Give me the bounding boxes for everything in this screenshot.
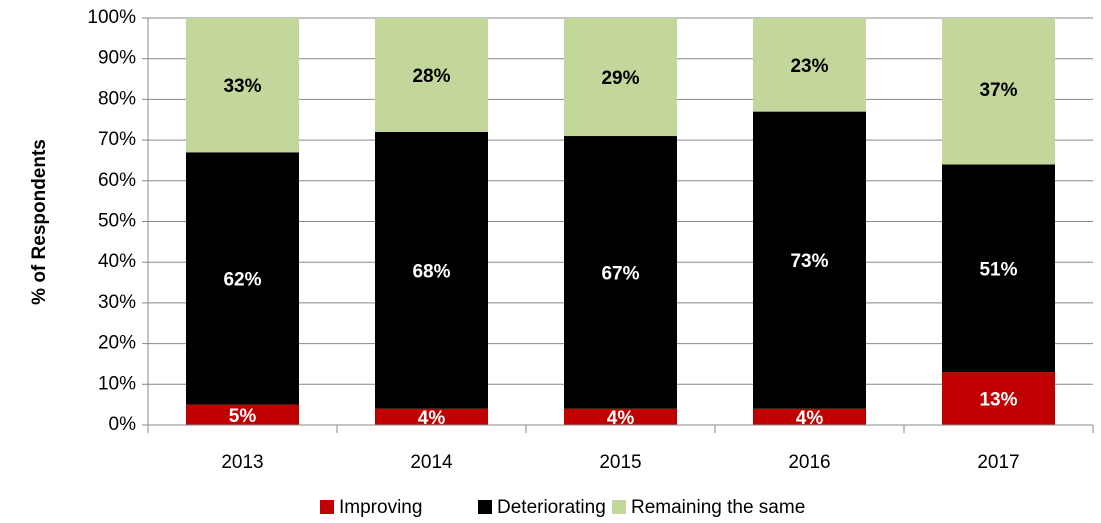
- bar-segment: [942, 164, 1055, 373]
- y-tick-label: 60%: [98, 170, 136, 191]
- data-label: 4%: [607, 408, 635, 429]
- x-tick-label: 2014: [410, 452, 453, 473]
- y-tick-label: 0%: [109, 414, 137, 435]
- y-tick-label: 50%: [98, 211, 136, 232]
- bar-segment: [942, 372, 1055, 425]
- data-label: 23%: [790, 56, 828, 77]
- y-axis-label: % of Respondents: [29, 139, 50, 305]
- data-label: 37%: [979, 80, 1017, 101]
- bar-segment: [375, 131, 488, 409]
- legend-label: Improving: [339, 497, 422, 518]
- legend-swatch: [612, 500, 626, 514]
- legend-swatch: [478, 500, 492, 514]
- y-tick-label: 20%: [98, 333, 136, 354]
- data-label: 73%: [790, 251, 828, 272]
- bars: [186, 18, 1055, 425]
- bar-segment: [375, 408, 488, 425]
- legend-label: Deteriorating: [497, 497, 606, 518]
- data-label: 51%: [979, 259, 1017, 280]
- bar-segment: [753, 408, 866, 425]
- bar-segment: [564, 18, 677, 137]
- x-tick-label: 2017: [977, 452, 1019, 473]
- x-tick-label: 2015: [599, 452, 641, 473]
- data-label: 68%: [412, 261, 450, 282]
- x-tick-label: 2016: [788, 452, 830, 473]
- data-label: 62%: [223, 269, 261, 290]
- data-label: 33%: [223, 76, 261, 97]
- y-tick-label: 30%: [98, 292, 136, 313]
- y-tick-label: 100%: [87, 7, 136, 28]
- bar-segment: [375, 18, 488, 132]
- bar-segment: [186, 18, 299, 153]
- data-label: 5%: [229, 406, 257, 427]
- data-label: 13%: [979, 390, 1017, 411]
- x-tick-label: 2013: [221, 452, 263, 473]
- bar-segment: [753, 18, 866, 112]
- y-tick-label: 40%: [98, 251, 136, 272]
- legend-swatch: [320, 500, 334, 514]
- y-tick-label: 80%: [98, 88, 136, 109]
- y-tick-label: 90%: [98, 48, 136, 69]
- data-label: 4%: [418, 408, 446, 429]
- bar-segment: [186, 404, 299, 425]
- legend-label: Remaining the same: [631, 497, 805, 518]
- bar-segment: [564, 136, 677, 409]
- data-label: 29%: [601, 68, 639, 89]
- data-label: 28%: [412, 66, 450, 87]
- bar-segment: [942, 18, 1055, 165]
- y-tick-label: 10%: [98, 373, 136, 394]
- bar-segment: [186, 152, 299, 405]
- data-label: 4%: [796, 408, 824, 429]
- bar-segment: [753, 111, 866, 409]
- y-tick-label: 70%: [98, 129, 136, 150]
- data-label: 67%: [601, 263, 639, 284]
- bar-segment: [564, 408, 677, 425]
